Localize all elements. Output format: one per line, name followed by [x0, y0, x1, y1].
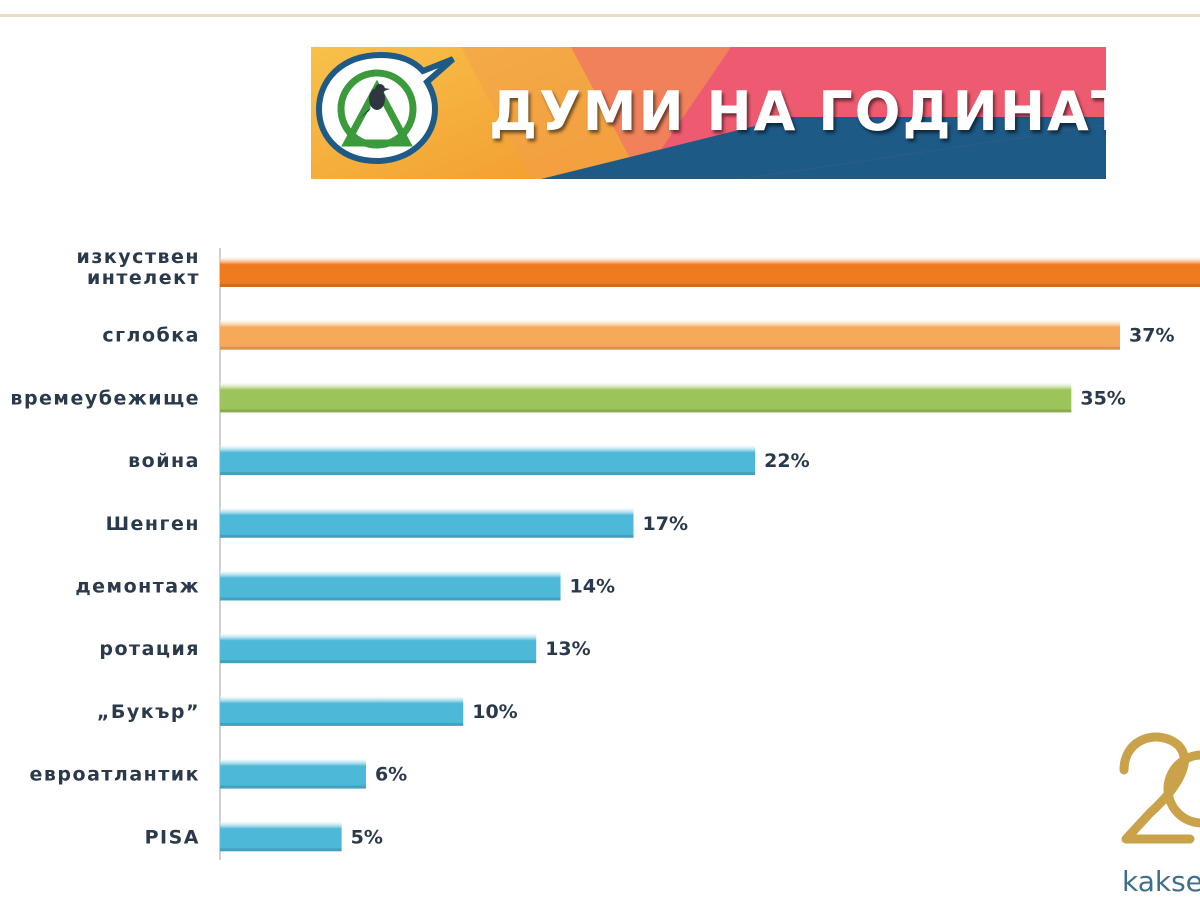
value-label: 5%: [351, 826, 383, 848]
bar: [220, 695, 464, 726]
bar-shadow: [220, 346, 1120, 350]
bar-shadow: [220, 472, 756, 476]
value-label: 35%: [1080, 387, 1125, 409]
corner-watermark: kakse: [1110, 715, 1200, 900]
value-label: 13%: [545, 638, 590, 660]
bar-shadow: [220, 409, 1072, 413]
bar: [220, 507, 634, 538]
banner: ДУМИ НА ГОДИНАТА: [311, 47, 1106, 179]
bar: [220, 382, 1072, 413]
bar: [220, 445, 756, 476]
category-label: евроатлантик: [30, 764, 200, 786]
bar: [220, 319, 1120, 350]
bar-shadow: [220, 284, 1200, 287]
value-label: 14%: [570, 576, 615, 598]
year-logo-icon: [1119, 732, 1200, 844]
corner-text: kakse: [1122, 865, 1200, 898]
category-label: PISA: [145, 826, 200, 848]
bar: [220, 758, 366, 789]
value-label: 17%: [643, 513, 688, 535]
owl-logo-icon: [315, 51, 455, 165]
category-label: ротация: [99, 638, 200, 660]
category-label: война: [128, 450, 200, 472]
top-divider: [0, 14, 1200, 17]
bar: [220, 570, 561, 601]
bar: [220, 257, 1200, 287]
value-label: 6%: [375, 764, 407, 786]
category-label: времеубежище: [10, 387, 200, 409]
bar-shadow: [220, 534, 634, 538]
category-label: Шенген: [106, 513, 200, 535]
value-label: 10%: [472, 701, 517, 723]
value-label: 22%: [764, 450, 809, 472]
value-label: 37%: [1129, 325, 1174, 347]
bar-shadow: [220, 785, 366, 789]
banner-background: [311, 47, 1106, 179]
category-label: сглобка: [102, 325, 200, 347]
bar-chart: изкуствен интелект сглобка 37% времеубежище 3…: [10, 246, 1200, 860]
banner-title: ДУМИ НА ГОДИНАТА: [489, 80, 1106, 143]
bar-shadow: [220, 722, 464, 726]
bar: [220, 633, 537, 664]
bar-shadow: [220, 597, 561, 601]
bar: [220, 821, 342, 852]
bar-shadow: [220, 660, 537, 664]
category-label: изкуствен интелект: [77, 246, 200, 289]
category-label: демонтаж: [75, 576, 200, 598]
bar-shadow: [220, 848, 342, 852]
category-label: „Букър”: [97, 701, 200, 723]
